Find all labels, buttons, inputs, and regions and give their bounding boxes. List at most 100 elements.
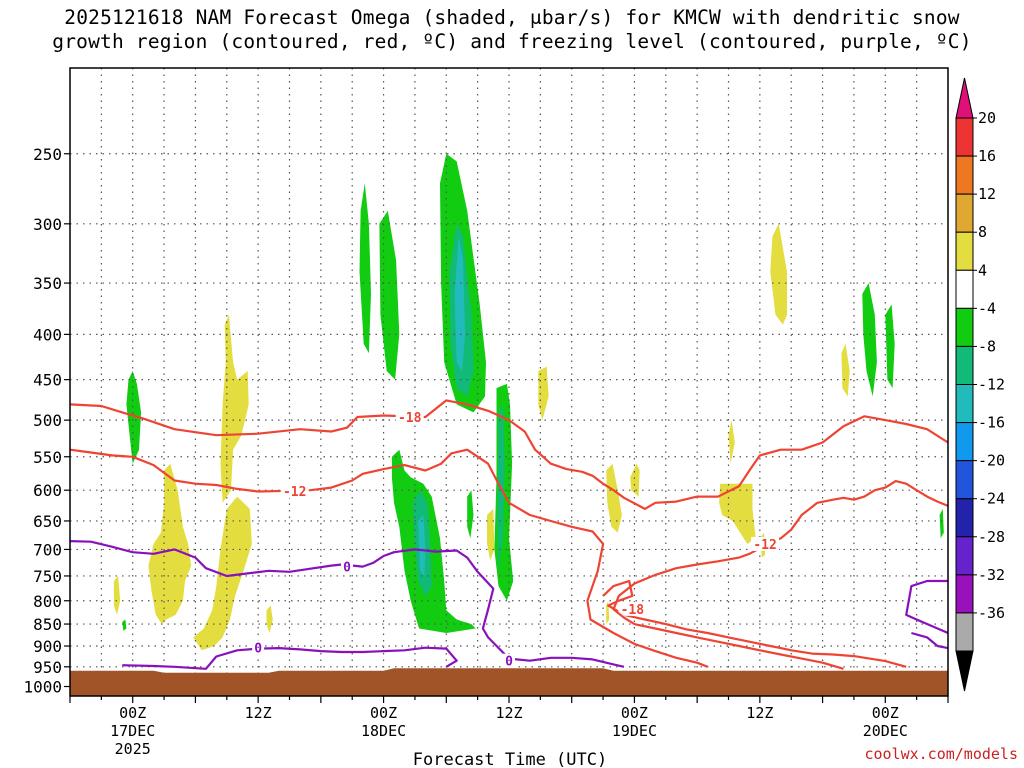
gridlines <box>70 68 948 696</box>
colorbar-swatch <box>955 117 974 157</box>
y-tick-label: 850 <box>33 615 62 634</box>
colorbar-arrow-bottom <box>955 650 974 692</box>
colorbar-swatch <box>955 345 974 385</box>
colorbar-label: -8 <box>978 337 996 355</box>
y-tick-label: 900 <box>33 637 62 656</box>
omega-region <box>841 343 850 397</box>
x-tick-date: 20DEC <box>863 722 908 740</box>
dgz-contour <box>70 448 709 668</box>
colorbar-swatch <box>955 612 974 652</box>
x-tick-label: 12Z <box>495 704 522 722</box>
omega-region <box>728 420 735 464</box>
y-tick-label: 550 <box>33 448 62 467</box>
omega-region <box>606 463 622 533</box>
x-tick-label: 00Z <box>119 704 146 722</box>
omega-region <box>148 463 192 625</box>
y-tick-label: 250 <box>33 145 62 164</box>
x-tick-date: 19DEC <box>612 722 657 740</box>
contour-label: -12 <box>283 485 306 500</box>
omega-region <box>467 490 474 539</box>
y-tick-label: 800 <box>33 592 62 611</box>
colorbar-label: -32 <box>978 566 1005 584</box>
colorbar-label: 20 <box>978 109 996 127</box>
contour-label: -18 <box>621 603 645 618</box>
contour-label-bg <box>252 640 265 655</box>
omega-region <box>266 605 273 633</box>
x-tick-date: 17DEC <box>110 722 155 740</box>
x-tick-year: 2025 <box>115 740 151 758</box>
y-tick-label: 300 <box>33 215 62 234</box>
colorbar-label: -24 <box>978 490 1005 508</box>
y-tick-label: 400 <box>33 325 62 344</box>
colorbar-swatch <box>955 574 974 614</box>
colorbar: 20 16 12 8 4 -4 -8 -12 -16 -20 -24 -28 -32 -36 <box>955 77 1005 692</box>
colorbar-label: 8 <box>978 223 987 241</box>
omega-region <box>487 508 495 561</box>
dgz-contour <box>70 399 948 510</box>
x-tick-label: 00Z <box>370 704 397 722</box>
omega-region <box>862 283 877 397</box>
omega-region <box>719 483 756 544</box>
omega-region <box>391 449 476 633</box>
chart-title-line2: growth region (contoured, red, ºC) and f… <box>52 30 972 53</box>
colorbar-swatch <box>955 307 974 347</box>
colorbar-label: -36 <box>978 604 1005 622</box>
omega-region <box>770 223 787 325</box>
credit-text: coolwx.com/models <box>864 745 1018 763</box>
omega-region <box>885 304 895 389</box>
y-tick-label: 950 <box>33 658 62 677</box>
freezing-level-contour <box>905 579 948 635</box>
colorbar-swatch <box>955 384 974 424</box>
dgz-contour <box>602 579 907 668</box>
contour-label: 0 <box>343 561 351 576</box>
contour-label-bg <box>340 559 353 574</box>
contour-label: -12 <box>753 538 776 553</box>
colorbar-label: -12 <box>978 376 1005 394</box>
y-tick-label: 1000 <box>23 678 62 697</box>
freezing-level-contour <box>911 631 948 650</box>
y-tick-label: 700 <box>33 540 62 559</box>
colorbar-swatch <box>955 193 974 233</box>
omega-region <box>122 619 127 631</box>
colorbar-label: -28 <box>978 528 1005 546</box>
colorbar-label: 16 <box>978 147 996 165</box>
x-tick-label: 00Z <box>621 704 648 722</box>
freezing-level-contour <box>70 540 625 668</box>
omega-shading <box>113 153 944 651</box>
x-tick-date: 18DEC <box>361 722 406 740</box>
dgz-contour <box>612 480 948 670</box>
omega-region <box>454 236 466 371</box>
omega-region <box>113 576 121 615</box>
colorbar-swatch <box>955 536 974 576</box>
contour-label-bg <box>618 601 647 616</box>
colorbar-label: 12 <box>978 185 996 203</box>
colorbar-swatch <box>955 269 974 309</box>
omega-region <box>359 183 371 354</box>
axes: 250 300 350 400 450 500 550 600 650 700 750 800 850 9… <box>23 145 949 758</box>
x-tick-label: 12Z <box>746 704 773 722</box>
contour-label-bg <box>751 536 780 551</box>
omega-region <box>379 210 400 380</box>
contours: -18 -12 -18 -12 0 0 0 <box>70 399 948 670</box>
terrain <box>70 668 948 696</box>
omega-region <box>630 463 640 497</box>
omega-region <box>126 371 142 464</box>
y-tick-label: 650 <box>33 512 62 531</box>
contour-label-bg <box>280 483 309 498</box>
y-tick-label: 350 <box>33 274 62 293</box>
y-tick-label: 450 <box>33 371 62 390</box>
colorbar-label: 4 <box>978 261 987 279</box>
colorbar-swatch <box>955 422 974 462</box>
contour-label-bg <box>503 653 515 668</box>
colorbar-swatch <box>955 498 974 538</box>
colorbar-label: -16 <box>978 414 1005 432</box>
colorbar-label: -4 <box>978 299 996 317</box>
colorbar-swatch <box>955 231 974 271</box>
contour-label-bg <box>395 410 424 425</box>
terrain-fill <box>70 668 948 696</box>
y-tick-label: 600 <box>33 481 62 500</box>
omega-region <box>418 515 426 576</box>
colorbar-swatch <box>955 155 974 195</box>
contour-label: 0 <box>254 641 262 656</box>
